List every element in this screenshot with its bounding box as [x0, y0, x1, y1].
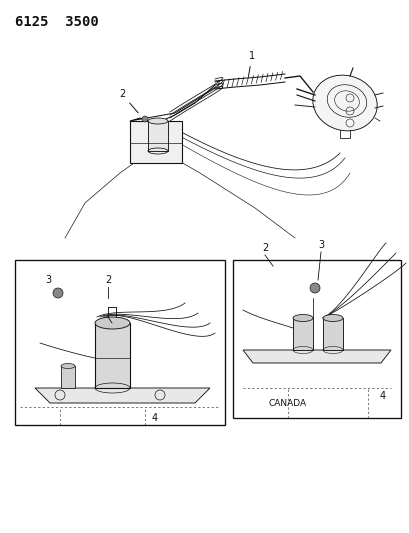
Text: 4: 4 — [379, 391, 385, 401]
Ellipse shape — [292, 314, 312, 321]
Ellipse shape — [312, 75, 376, 131]
Circle shape — [309, 283, 319, 293]
Bar — [148, 121, 168, 151]
Circle shape — [53, 288, 63, 298]
Ellipse shape — [322, 314, 342, 321]
Ellipse shape — [95, 317, 130, 329]
Text: 3: 3 — [317, 240, 323, 250]
Text: 2: 2 — [261, 243, 267, 253]
Bar — [292, 318, 312, 350]
Bar — [95, 323, 130, 388]
Polygon shape — [35, 388, 209, 403]
Bar — [322, 318, 342, 350]
Text: 2: 2 — [119, 89, 138, 113]
Text: 3: 3 — [45, 275, 51, 285]
Ellipse shape — [61, 364, 75, 368]
Text: 2: 2 — [105, 275, 111, 285]
Text: 6125  3500: 6125 3500 — [15, 15, 99, 29]
Circle shape — [142, 116, 148, 122]
Bar — [15, 260, 225, 425]
Text: 4: 4 — [152, 413, 158, 423]
Text: 1: 1 — [248, 51, 254, 76]
Ellipse shape — [148, 118, 168, 124]
Bar — [232, 260, 400, 418]
Text: CANADA: CANADA — [268, 400, 306, 408]
Polygon shape — [243, 350, 390, 363]
Bar — [61, 366, 75, 388]
Bar — [130, 121, 182, 163]
